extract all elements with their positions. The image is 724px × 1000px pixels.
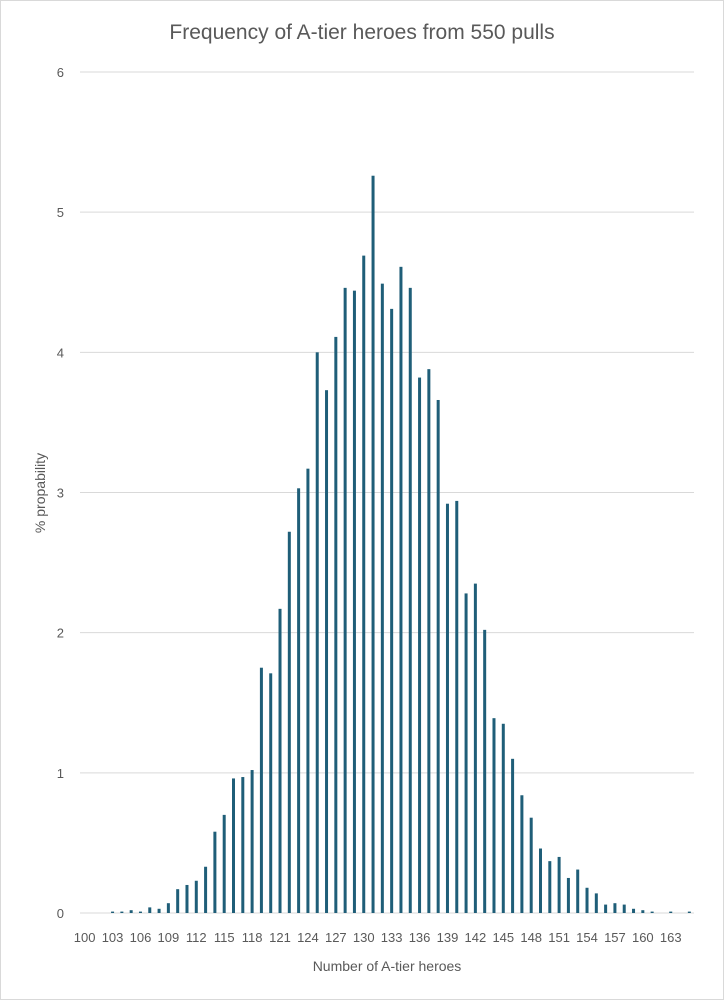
x-tick-label: 163 [660,930,682,945]
x-tick-label: 148 [520,930,542,945]
bar-155 [594,893,598,913]
x-tick-label: 136 [409,930,431,945]
x-tick-label: 124 [297,930,319,945]
gridlines [80,71,694,914]
bar-156 [604,904,608,913]
bar-150 [548,861,552,913]
bar-117 [241,777,245,913]
bar-145 [501,723,505,913]
bar-108 [157,908,161,913]
y-tick-label: 0 [57,906,64,921]
x-tick-label: 118 [242,930,263,945]
bar-133 [390,308,394,913]
bar-143 [483,629,487,913]
bar-119 [259,667,263,913]
bar-128 [343,287,347,913]
x-tick-label: 142 [465,930,487,945]
x-tick-label: 133 [381,930,403,945]
bar-140 [455,500,459,913]
x-tick-label: 121 [269,930,291,945]
bar-125 [315,352,319,914]
bar-160 [641,910,645,913]
bar-106 [138,911,142,913]
x-tick-label: 160 [632,930,654,945]
bar-147 [520,795,524,913]
bar-159 [632,908,636,913]
x-tick-label: 154 [576,930,598,945]
y-tick-label: 4 [57,345,64,360]
x-tick-label: 109 [158,930,180,945]
bar-154 [585,887,589,913]
bar-110 [176,889,180,913]
bar-142 [473,583,477,913]
bar-113 [204,866,208,913]
bar-163 [669,911,673,913]
bar-161 [650,911,654,913]
y-tick-label: 5 [57,205,64,220]
bar-132 [380,283,384,913]
bar-121 [278,608,282,913]
bar-123 [297,488,301,913]
bar-134 [399,266,403,914]
bar-107 [148,907,152,913]
bar-135 [408,287,412,913]
x-tick-label: 151 [548,930,570,945]
bar-158 [622,904,626,913]
y-tick-label: 2 [57,626,64,641]
chart-title: Frequency of A-tier heroes from 550 pull… [169,21,554,44]
x-tick-label: 130 [353,930,375,945]
bar-111 [185,884,189,913]
bar-151 [557,856,561,913]
bar-157 [613,903,617,913]
x-axis-label: Number of A-tier heroes [313,958,462,974]
x-tick-label: 157 [604,930,626,945]
bar-138 [436,399,440,913]
bar-103 [111,911,115,913]
x-tick-label: 127 [325,930,347,945]
y-axis-label: % propability [32,453,48,533]
bar-122 [287,531,291,913]
y-axis-ticks: 0 1 2 3 4 5 6 [57,65,64,921]
x-tick-label: 139 [437,930,459,945]
bar-105 [129,910,133,913]
bar-148 [529,817,533,913]
bar-130 [362,255,366,913]
bar-115 [222,814,226,913]
bars [111,175,691,914]
bar-129 [352,290,356,913]
bar-124 [306,468,310,913]
bar-152 [566,877,570,913]
x-tick-label: 115 [214,930,235,945]
bar-114 [213,831,217,913]
bar-131 [371,175,375,914]
bar-136 [418,377,422,913]
bar-141 [464,593,468,913]
x-tick-label: 103 [102,930,124,945]
bar-120 [269,673,273,913]
bar-118 [250,770,254,913]
bar-149 [539,848,542,913]
bar-104 [120,911,124,913]
x-tick-label: 112 [186,930,207,945]
bar-165 [687,911,691,913]
bar-127 [334,336,338,913]
bar-139 [445,503,449,913]
y-tick-label: 1 [57,766,64,781]
x-tick-label: 106 [130,930,152,945]
y-tick-label: 3 [57,486,64,501]
bar-109 [166,903,170,913]
bar-116 [232,778,235,913]
x-tick-label: 145 [492,930,514,945]
bar-146 [511,758,515,913]
bar-153 [576,869,580,913]
x-axis-ticks: 100 103 106 109 112 115 118 121 124 127 130 133 136 1… [74,930,682,945]
bar-137 [427,369,431,913]
y-tick-label: 6 [57,65,64,80]
x-tick-label: 100 [74,930,96,945]
bar-126 [325,390,329,913]
bar-112 [194,880,198,913]
bar-144 [492,718,496,913]
